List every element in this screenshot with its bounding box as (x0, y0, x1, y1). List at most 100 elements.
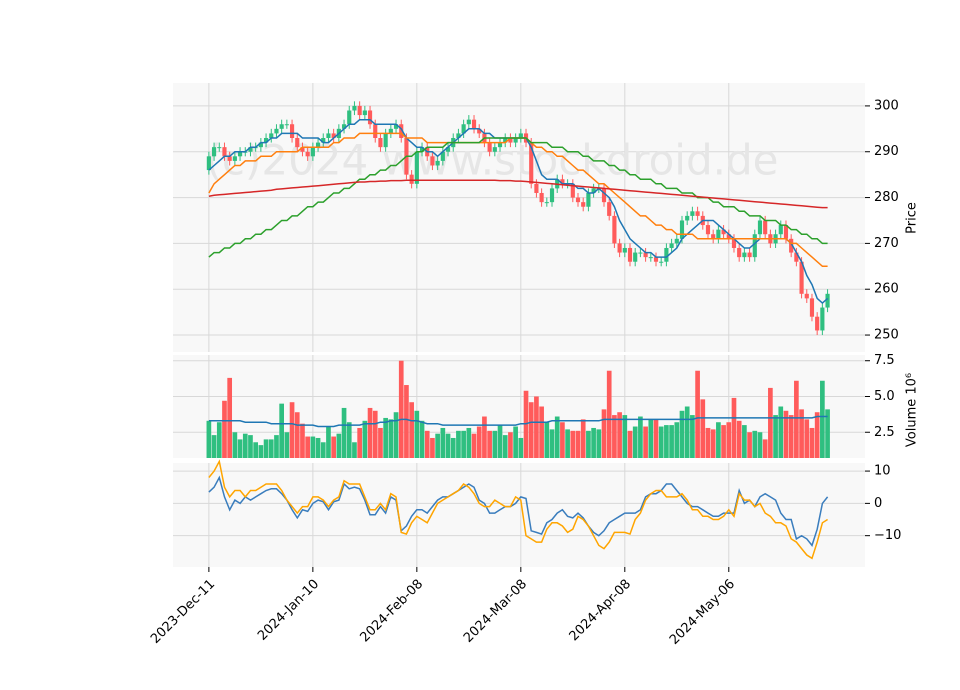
candle-body (373, 124, 378, 138)
volume-bar (232, 432, 238, 458)
volume-bar (424, 430, 430, 458)
volume-bar (274, 435, 279, 458)
volume-bar (492, 430, 498, 458)
candle-body (747, 252, 752, 258)
candle-body (518, 133, 523, 138)
volume-bar (242, 433, 248, 458)
volume-bar (482, 416, 487, 458)
candle-body (638, 252, 643, 254)
candle-body (690, 211, 695, 216)
volume-bar (346, 422, 352, 458)
candle-body (695, 211, 700, 216)
volume-bar (570, 430, 576, 458)
volume-bar (799, 409, 804, 458)
volume-bar (326, 426, 331, 458)
y-tick-label: 0 (874, 496, 882, 511)
candle-body (804, 293, 809, 299)
volume-bar (565, 429, 570, 458)
candle-body (742, 252, 747, 258)
volume-bar (279, 403, 285, 458)
volume-bar (456, 430, 461, 458)
y-tick-label: −10 (874, 528, 901, 543)
volume-bar (268, 439, 274, 458)
candle-body (227, 156, 232, 161)
volume-bar (690, 415, 695, 458)
candle-body (820, 307, 825, 331)
volume-bar (679, 410, 685, 458)
candle-body (789, 238, 794, 253)
volume-bar (461, 430, 466, 458)
candle-body (705, 225, 711, 235)
y-tick-label: 10 (874, 464, 891, 479)
candle-body (367, 110, 373, 125)
candle-body (492, 147, 497, 152)
volume-bar (627, 430, 633, 458)
volume-bar (305, 436, 310, 458)
volume-bar (591, 427, 596, 458)
volume-bar (612, 415, 617, 458)
candle-body (263, 137, 269, 143)
candle-body (731, 238, 737, 248)
y-tick-label: 5.0 (874, 389, 895, 404)
volume-bar (783, 410, 789, 458)
volume-bar (487, 430, 492, 458)
y-tick-label: 300 (874, 98, 899, 113)
candle-body (659, 261, 664, 263)
volume-bar (440, 427, 446, 458)
volume-bar (580, 419, 586, 458)
candle-body (487, 142, 492, 152)
y-tick-label: 290 (874, 144, 899, 159)
volume-bar (216, 422, 222, 458)
candle-body (711, 234, 716, 239)
volume-bar (778, 406, 784, 458)
volume-bar (388, 419, 394, 458)
candle-body (737, 247, 742, 258)
candle-body (539, 192, 544, 203)
candle-body (237, 151, 243, 157)
volume-bar (814, 412, 820, 458)
y-tick-label: 7.5 (874, 353, 895, 368)
candle-body (274, 128, 279, 134)
volume-bar (320, 442, 326, 458)
candle-body (331, 133, 336, 138)
y-axis-label: Price (905, 202, 920, 234)
candle-body (757, 220, 763, 235)
candle-body (497, 142, 503, 148)
candle-body (258, 142, 263, 148)
panel-background (173, 463, 865, 567)
volume-bar (227, 377, 233, 458)
volume-bar (554, 416, 560, 458)
candle-body (409, 174, 414, 184)
volume-bar (622, 415, 628, 458)
volume-bar (502, 435, 508, 458)
volume-bar (253, 442, 259, 458)
candle-body (310, 147, 315, 157)
candle-body (815, 316, 820, 331)
volume-bar (705, 427, 711, 458)
candle-body (648, 257, 653, 259)
y-tick-label: 270 (874, 236, 899, 251)
volume-bar (825, 409, 830, 458)
candle-body (326, 133, 331, 138)
volume-bar (445, 433, 451, 458)
volume-bar (430, 437, 435, 458)
candle-body (607, 202, 612, 216)
volume-bar (606, 370, 612, 458)
candle-body (674, 238, 679, 244)
volume-bar (731, 397, 737, 458)
volume-bar (643, 426, 648, 458)
candle-body (799, 261, 804, 294)
candle-body (248, 147, 253, 152)
line-series (208, 179, 828, 209)
candle-body (763, 220, 768, 235)
y-tick-label: 2.5 (874, 425, 895, 440)
volume-bar (393, 412, 399, 458)
candle-body (503, 137, 508, 143)
candle-body (653, 257, 659, 262)
candle-body (534, 183, 539, 193)
candle-body (627, 247, 633, 262)
volume-bar (674, 422, 680, 458)
candle-body (399, 124, 404, 138)
volume-bar (710, 429, 716, 458)
